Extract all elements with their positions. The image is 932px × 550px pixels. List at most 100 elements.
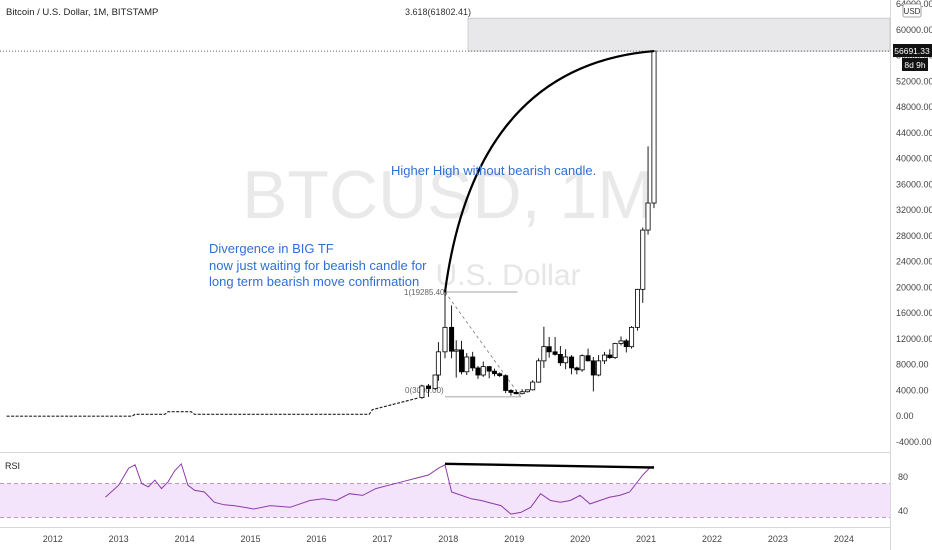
candle-body-3 [435,351,441,376]
candle-body-2 [432,374,438,389]
price-tick-4: 48000.00 [896,102,932,112]
time-tick-2015: 2015 [241,534,261,544]
rsi-band [0,483,890,518]
candle-body-9 [470,356,476,369]
candle-body-29 [579,355,585,371]
price-tick-9: 28000.00 [896,231,932,241]
candle-body-1 [426,385,432,389]
price-tick-17: -4000.00 [896,437,932,447]
parabolic-arc[interactable] [443,49,655,293]
price-tick-1: 60000.00 [896,25,932,35]
watermark-name: U.S. Dollar [435,259,580,292]
countdown-badge [902,58,928,71]
rsi-label[interactable]: RSI [5,461,20,471]
time-tick-2019: 2019 [504,534,524,544]
divergence-note-line2[interactable]: now just waiting for bearish candle for [209,258,427,273]
candle-body-30 [585,355,591,362]
rsi-tick-40: 40 [898,506,908,516]
candle-body-28 [574,367,580,371]
price-tick-5: 44000.00 [896,128,932,138]
candle-body-15 [503,375,509,391]
time-tick-2023: 2023 [768,534,788,544]
candle-body-35 [612,343,618,359]
price-tick-15: 4000.00 [896,385,929,395]
candle-body-4 [442,326,448,353]
price-tick-14: 8000.00 [896,360,929,370]
candle-body-18 [519,391,525,395]
symbol-title[interactable]: Bitcoin / U.S. Dollar, 1M, BITSTAMP [6,7,158,18]
price-tick-6: 40000.00 [896,154,932,164]
candle-body-16 [508,390,514,393]
candle-body-36 [618,340,624,344]
fib-extension-zone[interactable] [467,17,891,52]
price-tick-13: 12000.00 [896,334,932,344]
price-tick-11: 20000.00 [896,282,932,292]
price-tick-10: 24000.00 [896,257,932,267]
candle-body-41 [645,202,651,231]
candle-body-23 [546,346,552,353]
candle-body-27 [569,356,575,369]
candle-body-13 [491,370,497,375]
fib-retracement[interactable]: 1(19285.40) 0(3000.00) [404,288,522,398]
higher-high-note[interactable]: Higher High without bearish candle. [391,163,596,178]
candle-body-8 [464,356,470,373]
time-tick-2020: 2020 [570,534,590,544]
candle-body-5 [449,326,455,352]
divergence-note-line3[interactable]: long term bearish move confirmation [209,274,419,289]
fib-bottom-label: 0(3000.00) [405,386,444,395]
watermark-symbol: BTCUSD, 1M [242,157,654,233]
candle-body-11 [480,366,486,376]
divergence-note-line1[interactable]: Divergence in BIG TF [209,241,334,256]
candle-body-38 [629,326,635,348]
time-tick-2017: 2017 [372,534,392,544]
currency-badge[interactable] [902,3,922,18]
current-price-label: 56691.33 [894,46,930,56]
price-tick-3: 52000.00 [896,76,932,86]
candle-body-34 [607,354,613,359]
price-tick-8: 32000.00 [896,205,932,215]
time-tick-2024: 2024 [834,534,854,544]
countdown-label: 8d 9h [904,60,926,70]
rsi-tick-80: 80 [898,472,908,482]
candle-body-6 [453,349,459,352]
candle-body-25 [557,353,563,364]
time-tick-2013: 2013 [109,534,129,544]
fib-top-label: 1(19285.40) [404,288,447,297]
price-axis[interactable]: 64000.0060000.0056000.0052000.0048000.00… [896,0,932,447]
candle-body-12 [486,366,492,372]
candle-body-42 [651,50,657,204]
candle-body-17 [513,392,519,395]
time-tick-2016: 2016 [306,534,326,544]
candle-body-10 [475,367,481,376]
candle-body-14 [497,373,503,377]
rsi-divergence-line[interactable] [444,462,655,469]
price-tick-7: 36000.00 [896,179,932,189]
candle-body-31 [590,360,596,376]
candle-body-32 [596,360,602,376]
currency-label: USD [904,7,921,16]
fib-extension-label: 3.618(61802.41) [405,7,471,17]
candle-body-37 [623,340,629,348]
candle-body-33 [602,354,608,362]
time-tick-2012: 2012 [43,534,63,544]
candle-body-24 [552,351,558,355]
history-price-line [6,397,419,417]
time-tick-2014: 2014 [175,534,195,544]
current-price-badge [893,44,932,57]
candle-body-21 [536,360,542,383]
candle-body-40 [640,229,646,290]
candle-body-39 [635,288,641,328]
candle-body-19 [524,389,530,393]
rsi-line [105,462,655,515]
candle-body-26 [563,356,569,364]
time-tick-2018: 2018 [438,534,458,544]
candle-body-20 [530,381,536,391]
candle-body-0 [419,385,425,398]
candle-body-7 [458,349,464,373]
price-tick-12: 16000.00 [896,308,932,318]
candle-body-22 [541,346,547,362]
time-axis[interactable]: 2012 2013 2014 2015 2016 2017 2018 2019 2020 2021… [43,534,854,544]
time-tick-2021: 2021 [636,534,656,544]
price-tick-16: 0.00 [896,411,914,421]
